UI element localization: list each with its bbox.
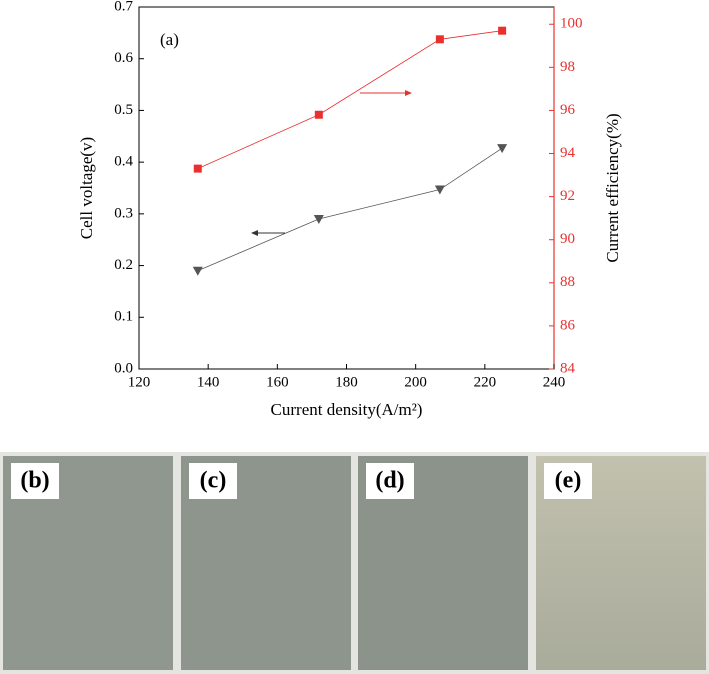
photo-label-box [366,463,414,499]
photo-label: (e) [555,468,582,494]
y2-tick-label: 86 [560,317,576,333]
photo-label: (b) [20,468,49,494]
x-tick-label: 160 [266,374,289,390]
marker [435,35,444,44]
x-tick-label: 140 [197,374,220,390]
y2-tick-label: 98 [560,59,575,75]
x-tick-label: 180 [335,374,358,390]
y2-tick-label: 84 [560,360,576,376]
series-line [197,147,503,272]
marker [313,215,324,225]
marker [193,164,202,173]
x-axis-label: Current density(A/m²) [271,400,423,419]
y2-tick-label: 90 [560,231,575,247]
photo-label: (d) [375,468,404,494]
photo-label: (c) [200,468,227,494]
marker [314,110,323,119]
photo-label-box [189,463,237,499]
marker [497,144,508,154]
photo-label-box [544,463,592,499]
marker [434,185,445,195]
y-tick-label: 0.7 [114,0,133,14]
y2-tick-label: 88 [560,274,575,290]
series-line [197,30,503,169]
y-tick-label: 0.3 [114,205,133,221]
annotation: (a) [160,30,179,49]
arrows [251,90,412,236]
y-tick-label: 0.0 [114,360,133,376]
y2-tick-label: 94 [560,145,576,161]
y2-axis-label: Current efficiency(%) [603,113,622,262]
y-tick-label: 0.5 [114,102,133,118]
y2-tick-label: 92 [560,188,575,204]
y2-tick-label: 100 [560,16,583,32]
marker [498,26,507,35]
y-tick-label: 0.4 [114,154,133,170]
y2-tick-label: 96 [560,102,576,118]
marker [192,266,203,276]
x-tick-label: 240 [543,374,566,390]
x-tick-label: 200 [404,374,427,390]
plot-frame [138,6,555,370]
y-axis-label: Cell voltage(v) [77,137,96,239]
x-tick-label: 220 [474,374,497,390]
y-tick-label: 0.2 [114,257,133,273]
y-tick-label: 0.1 [114,309,133,325]
x-tick-label: 120 [128,374,151,390]
photo-label-box [11,463,59,499]
y-tick-label: 0.6 [114,50,133,66]
